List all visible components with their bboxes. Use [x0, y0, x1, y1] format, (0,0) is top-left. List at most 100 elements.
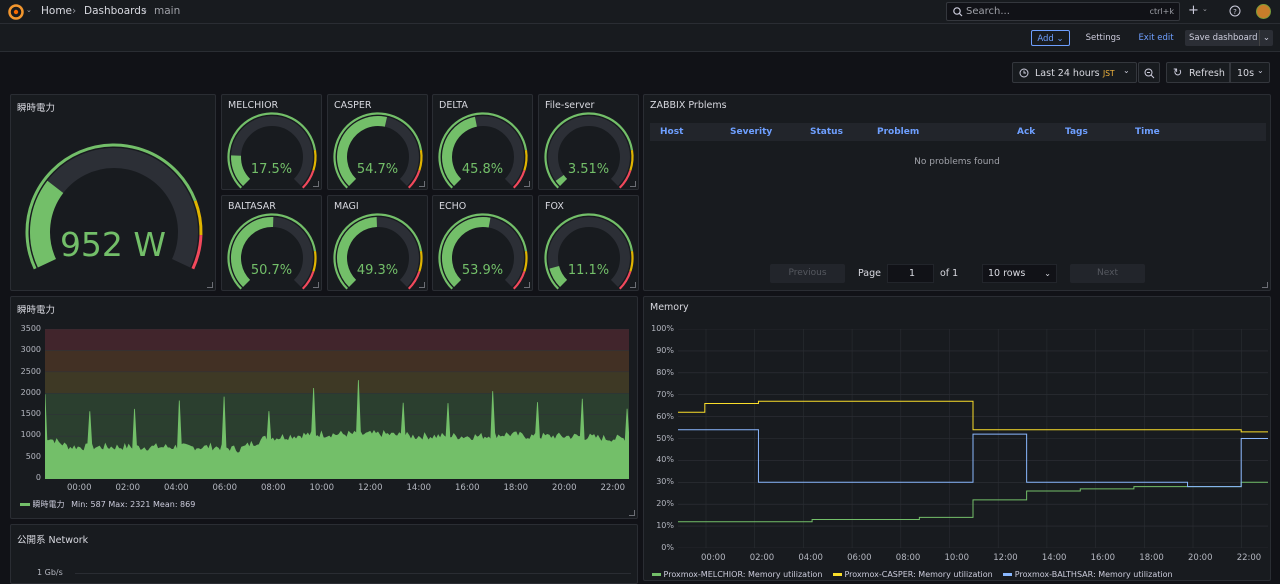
power-timeseries-panel[interactable]: 瞬時電力 3500 3000 2500 2000 1500 1000 500 0 00:00 0… — [10, 296, 638, 519]
legend-series-name[interactable]: Proxmox-CASPER: Memory utilization — [844, 570, 993, 579]
gauge-panel-fox[interactable]: FOX 11.1% — [538, 195, 639, 291]
breadcrumb-home[interactable]: Home — [41, 5, 73, 17]
gauge-svg — [333, 112, 423, 189]
breadcrumb-dashboards[interactable]: Dashboards — [84, 5, 147, 17]
power-gauge-panel[interactable]: 瞬時電力 952 W — [10, 94, 216, 291]
search-input[interactable]: Search... ctrl+k — [946, 2, 1180, 21]
legend-swatch — [20, 503, 30, 506]
help-icon[interactable]: ? — [1229, 5, 1241, 17]
x-tick-label: 02:00 — [749, 553, 775, 563]
column-severity[interactable]: Severity — [730, 127, 773, 137]
gauge-panel-magi[interactable]: MAGI 49.3% — [327, 195, 428, 291]
new-plus-icon[interactable]: + — [1188, 3, 1199, 18]
user-avatar[interactable] — [1256, 4, 1271, 19]
resize-handle[interactable] — [630, 181, 636, 187]
legend-series-name[interactable]: Proxmox-MELCHIOR: Memory utilization — [663, 570, 823, 579]
network-panel[interactable]: 公開系 Network 1 Gb/s — [10, 524, 638, 584]
y-tick-label: 70% — [656, 389, 674, 399]
search-shortcut: ctrl+k — [1149, 7, 1174, 16]
gauge-svg — [227, 112, 317, 189]
svg-text:?: ? — [1233, 8, 1237, 16]
zabbix-problems-panel[interactable]: ZABBIX Prblems Host Severity Status Prob… — [643, 94, 1271, 291]
gauge-panel-baltasar[interactable]: BALTASAR 50.7% — [221, 195, 322, 291]
y-tick-label: 10% — [656, 521, 674, 531]
panel-title: BALTASAR — [228, 201, 276, 212]
table-header: Host Severity Status Problem Ack Tags Ti… — [650, 123, 1266, 141]
previous-page-button[interactable]: Previous — [770, 264, 845, 283]
search-placeholder: Search... — [966, 6, 1010, 17]
gauge-panel-delta[interactable]: DELTA 45.8% — [432, 94, 533, 190]
column-ack[interactable]: Ack — [1017, 127, 1036, 137]
refresh-button[interactable]: ↻ Refresh — [1166, 62, 1230, 83]
resize-handle[interactable] — [419, 181, 425, 187]
x-tick-label: 22:00 — [600, 483, 626, 493]
refresh-interval-picker[interactable]: 10s ⌄ — [1230, 62, 1270, 83]
resize-handle[interactable] — [630, 282, 636, 288]
gauge-svg — [544, 112, 634, 189]
threshold-crit-band — [512, 271, 526, 290]
y-tick-label: 1500 — [20, 409, 41, 419]
x-tick-label: 08:00 — [895, 553, 921, 563]
time-range-picker[interactable]: Last 24 hours JST ⌄ — [1012, 62, 1137, 83]
threshold-warn-band — [418, 150, 423, 171]
x-tick-label: 14:00 — [406, 483, 432, 493]
column-host[interactable]: Host — [660, 127, 684, 137]
panel-title: 公開系 Network — [17, 535, 89, 546]
add-button[interactable]: Add ⌄ — [1031, 30, 1070, 46]
chevron-down-icon[interactable]: ⌄ — [26, 6, 32, 14]
legend-series-name[interactable]: 瞬時電力 — [32, 500, 65, 509]
gauge-fill — [30, 180, 64, 268]
x-tick-label: 12:00 — [358, 483, 383, 493]
x-tick-label: 18:00 — [503, 483, 529, 493]
chart-legend: 瞬時電力 Min: 587 Max: 2321 Mean: 869 — [20, 499, 195, 510]
settings-button[interactable]: Settings — [1085, 33, 1121, 43]
x-tick-label: 22:00 — [1236, 553, 1262, 563]
column-tags[interactable]: Tags — [1065, 127, 1088, 137]
power-gauge-value: 952 W — [59, 225, 167, 264]
resize-handle[interactable] — [313, 181, 319, 187]
gauge-panel-file-server[interactable]: File-server 3.51% — [538, 94, 639, 190]
power-chart-plot — [45, 329, 629, 479]
save-dashboard-button[interactable]: Save dashboard ⌄ — [1185, 30, 1273, 46]
y-tick-label: 2000 — [20, 387, 41, 397]
exit-edit-button[interactable]: Exit edit — [1138, 33, 1174, 43]
column-time[interactable]: Time — [1135, 127, 1160, 137]
threshold-band — [45, 329, 629, 351]
zoom-out-button[interactable] — [1138, 62, 1160, 83]
gauge-value: 17.5% — [250, 162, 293, 177]
gauge-svg — [544, 213, 634, 290]
next-page-button[interactable]: Next — [1070, 264, 1145, 283]
column-problem[interactable]: Problem — [877, 127, 920, 137]
resize-handle[interactable] — [524, 181, 530, 187]
gauge-fill — [549, 265, 568, 287]
gauge-fill — [231, 155, 251, 186]
threshold-ok-band — [544, 112, 634, 189]
resize-handle[interactable] — [1262, 282, 1268, 288]
threshold-ok-band — [438, 112, 528, 189]
grafana-logo-icon[interactable] — [8, 4, 24, 20]
chevron-down-icon[interactable]: ⌄ — [1202, 5, 1208, 13]
y-tick-label: 3500 — [20, 324, 41, 333]
page-label: Page — [858, 268, 881, 279]
memory-chart-plot — [678, 329, 1268, 548]
gauge-panel-casper[interactable]: CASPER 54.7% — [327, 94, 428, 190]
column-status[interactable]: Status — [810, 127, 843, 137]
gauge-value: 49.3% — [356, 263, 399, 278]
resize-handle[interactable] — [524, 282, 530, 288]
gauge-svg — [438, 213, 528, 290]
page-number-input[interactable]: 1 — [887, 264, 934, 283]
resize-handle[interactable] — [207, 282, 213, 288]
resize-handle[interactable] — [629, 510, 635, 516]
resize-handle[interactable] — [313, 282, 319, 288]
panel-title: ZABBIX Prblems — [650, 100, 727, 111]
gauge-value: 50.7% — [250, 263, 293, 278]
gauge-panel-melchior[interactable]: MELCHIOR 17.5% — [221, 94, 322, 190]
memory-timeseries-panel[interactable]: Memory 100% 90% 80% 70% 60% 50% 40% 30% 20% 10% 0%… — [643, 296, 1271, 581]
legend-series-name[interactable]: Proxmox-BALTHSAR: Memory utilization — [1014, 570, 1173, 579]
rows-per-page-select[interactable]: 10 rows ⌄ — [982, 264, 1057, 283]
y-tick-label: 100% — [651, 324, 674, 333]
gauge-panel-echo[interactable]: ECHO 53.9% — [432, 195, 533, 291]
resize-handle[interactable] — [419, 282, 425, 288]
threshold-crit-band — [407, 271, 421, 290]
x-tick-label: 02:00 — [115, 483, 141, 493]
